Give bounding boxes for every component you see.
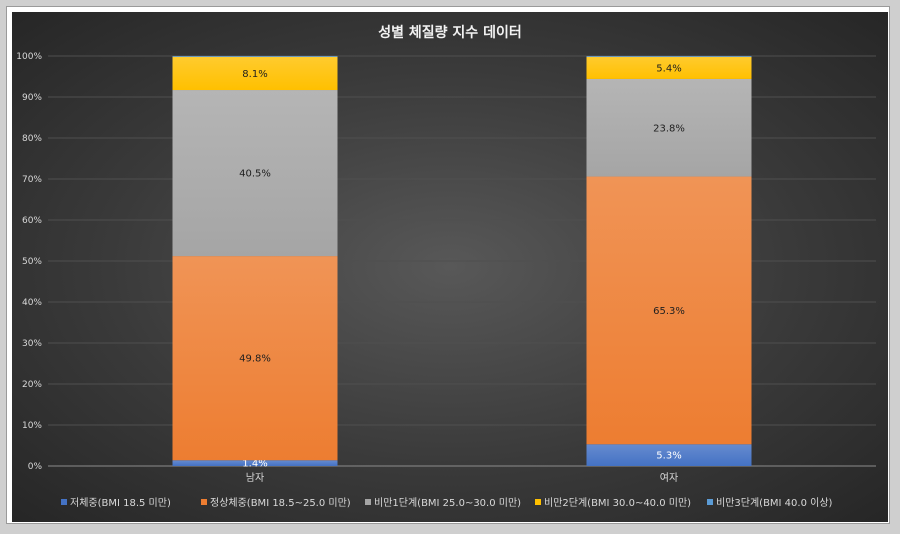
data-label: 1.4%	[242, 459, 267, 470]
legend: 저체중(BMI 18.5 미만) 정상체중(BMI 18.5~25.0 미만) 비만…	[61, 497, 833, 509]
data-label: 40.5%	[239, 169, 271, 180]
data-label: 65.3%	[653, 306, 685, 317]
bar-segment	[172, 90, 338, 257]
legend-swatch	[365, 499, 371, 505]
y-tick-label: 70%	[22, 175, 42, 185]
x-axis: 남자 여자	[246, 472, 678, 484]
legend-swatch	[535, 499, 541, 505]
legend-swatch	[61, 499, 67, 505]
y-axis: 0% 10% 20% 30% 40% 50% 60% 70% 80% 90% 100%	[16, 52, 42, 472]
legend-item: 저체중(BMI 18.5 미만)	[70, 497, 171, 509]
bar-segment	[586, 176, 752, 445]
gridlines	[48, 55, 876, 467]
data-label: 5.3%	[656, 451, 681, 462]
y-tick-label: 100%	[16, 52, 42, 62]
bar-segment	[172, 56, 338, 91]
bar-segment	[586, 444, 752, 466]
y-tick-label: 40%	[22, 298, 42, 308]
data-label: 8.1%	[242, 69, 267, 80]
y-tick-label: 0%	[28, 462, 43, 472]
y-tick-label: 10%	[22, 421, 42, 431]
y-tick-label: 90%	[22, 93, 42, 103]
y-tick-label: 30%	[22, 339, 42, 349]
y-tick-label: 80%	[22, 134, 42, 144]
legend-item: 비만1단계(BMI 25.0~30.0 미만)	[374, 497, 521, 509]
data-label: 5.4%	[656, 63, 681, 74]
legend-item: 비만2단계(BMI 30.0~40.0 미만)	[544, 497, 691, 509]
bar-segment	[586, 56, 752, 57]
bar-segment	[586, 78, 752, 177]
bar-segment	[172, 256, 338, 461]
chart-title: 성별 체질량 지수 데이터	[378, 24, 521, 41]
y-tick-label: 20%	[22, 380, 42, 390]
legend-swatch	[201, 499, 207, 505]
bar-segment	[172, 56, 338, 57]
bars: 1.4% 49.8% 40.5% 8.1% 5.3% 65.3% 23.8% 5.4%	[172, 56, 752, 470]
legend-item: 정상체중(BMI 18.5~25.0 미만)	[210, 497, 351, 509]
y-tick-label: 60%	[22, 216, 42, 226]
legend-swatch	[707, 499, 713, 505]
data-label: 23.8%	[653, 123, 685, 134]
data-label: 49.8%	[239, 354, 271, 365]
x-category-label: 남자	[246, 472, 264, 484]
y-tick-label: 50%	[22, 257, 42, 267]
bar-segment	[586, 56, 752, 79]
x-category-label: 여자	[660, 472, 678, 484]
bar-segment	[172, 460, 338, 466]
legend-item: 비만3단계(BMI 40.0 이상)	[716, 497, 833, 509]
